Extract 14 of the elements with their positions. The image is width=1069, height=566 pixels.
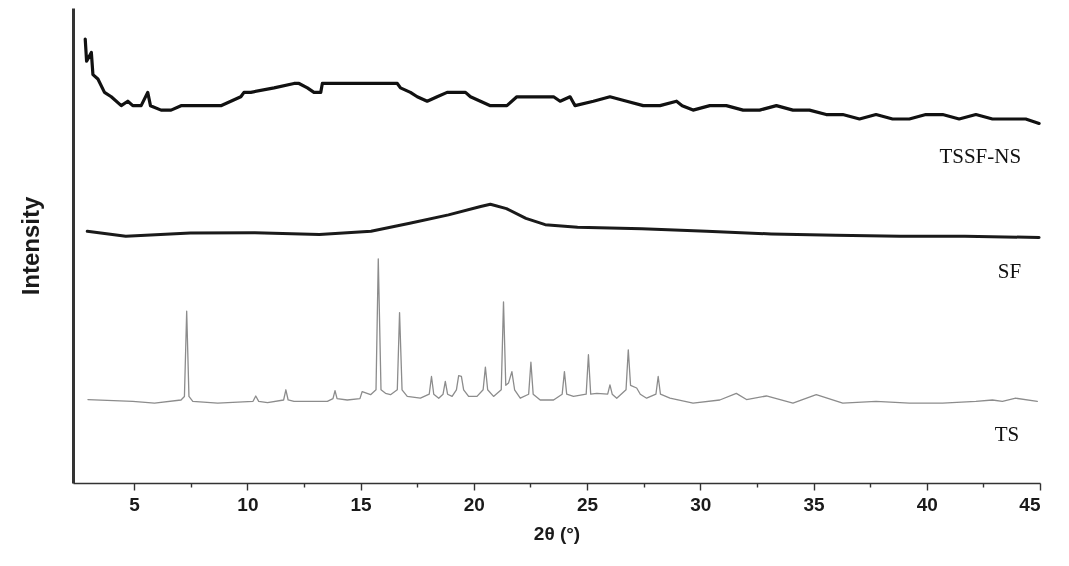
x-tick-label: 15 [350,493,373,515]
series-label: TSSF-NS [939,144,1022,169]
series-label: TS [994,422,1020,447]
x-tick-label: 20 [463,493,485,515]
series-label: SF [997,258,1022,283]
x-tick-label: 30 [690,493,712,515]
x-tick-label: 35 [803,493,826,515]
y-axis-title: Intensity [16,196,44,296]
x-axis-title: 2θ (°) [533,522,581,544]
x-tick-label: 10 [237,493,259,515]
x-tick-label: 40 [916,493,938,515]
x-tick-label: 5 [129,493,141,515]
x-tick-label: 25 [577,493,599,515]
x-tick-label: 45 [1019,493,1041,515]
